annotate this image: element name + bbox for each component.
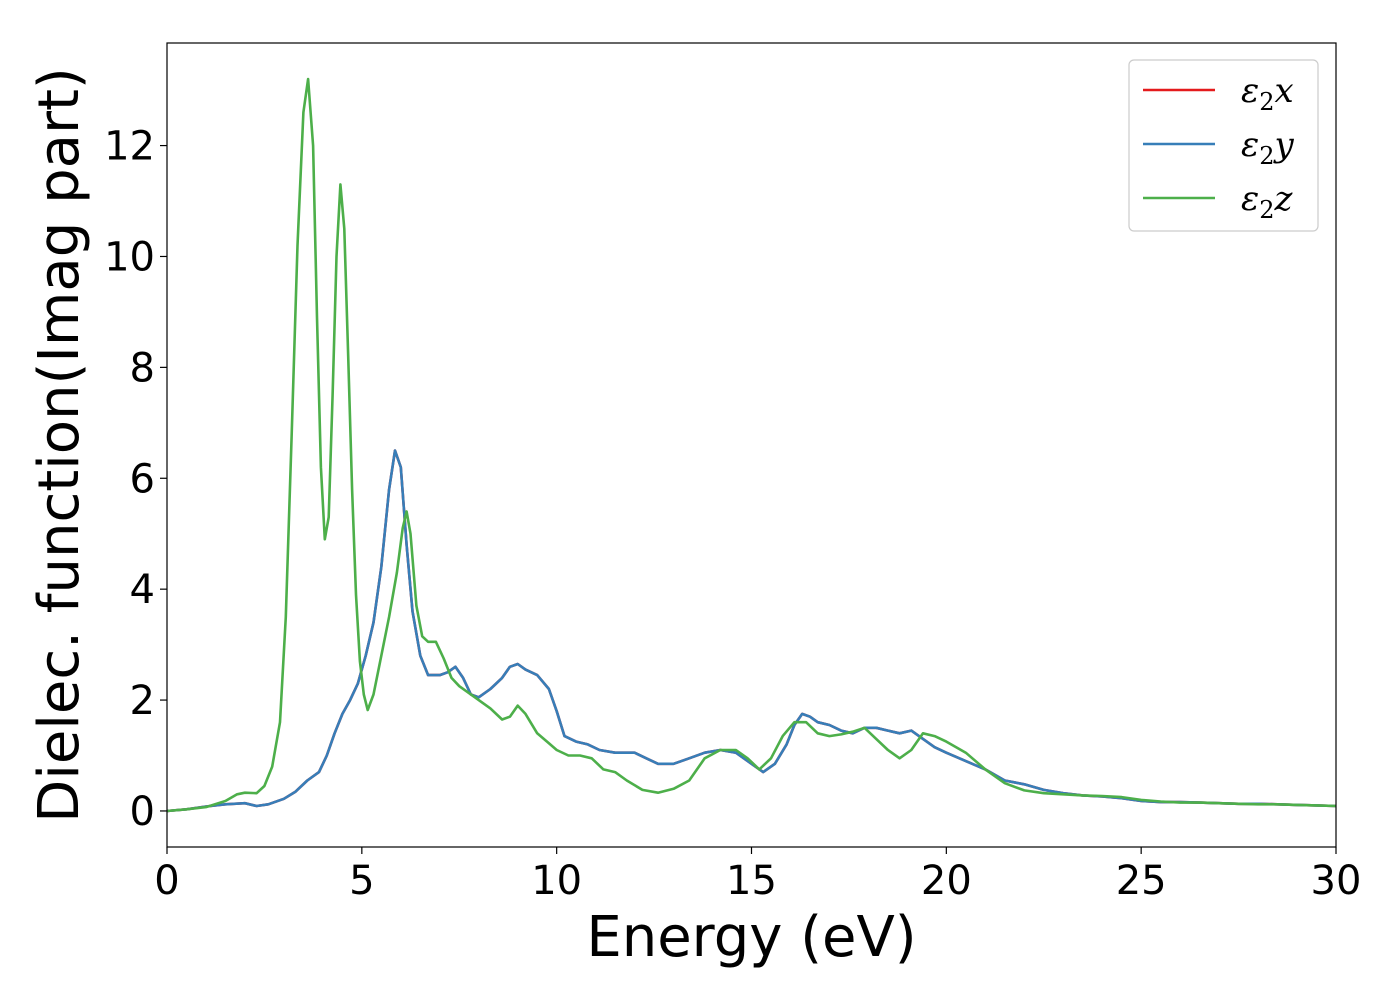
y-tick-label: 0 xyxy=(130,789,155,835)
y-tick-label: 6 xyxy=(130,456,155,502)
legend: ε2x ε2y ε2z xyxy=(1128,59,1319,232)
y-axis-ticks: 0 2 4 6 8 10 12 xyxy=(104,124,167,835)
y-tick-label: 4 xyxy=(130,567,155,613)
x-axis-ticks: 0 5 10 15 20 25 30 xyxy=(154,847,1361,904)
series-layer xyxy=(166,77,1337,813)
x-tick-label: 30 xyxy=(1311,858,1362,904)
y-tick-label: 12 xyxy=(104,124,155,170)
y-tick-label: 2 xyxy=(130,678,155,724)
legend-label-x: ε2x xyxy=(1241,71,1294,116)
series-line-z xyxy=(166,77,1337,813)
legend-label-y: ε2y xyxy=(1241,125,1295,170)
x-tick-label: 0 xyxy=(154,858,179,904)
legend-box xyxy=(1128,59,1319,232)
x-axis-title: Energy (eV) xyxy=(586,905,916,970)
series-line-y xyxy=(166,449,1337,813)
legend-label-z: ε2z xyxy=(1241,179,1294,224)
x-tick-label: 5 xyxy=(349,858,374,904)
x-tick-label: 25 xyxy=(1116,858,1167,904)
x-tick-label: 10 xyxy=(531,858,582,904)
y-axis-title: Dielec. function(Imag part) xyxy=(27,67,92,823)
x-tick-label: 15 xyxy=(726,858,777,904)
x-tick-label: 20 xyxy=(921,858,972,904)
y-tick-label: 8 xyxy=(130,345,155,391)
y-tick-label: 10 xyxy=(104,234,155,280)
